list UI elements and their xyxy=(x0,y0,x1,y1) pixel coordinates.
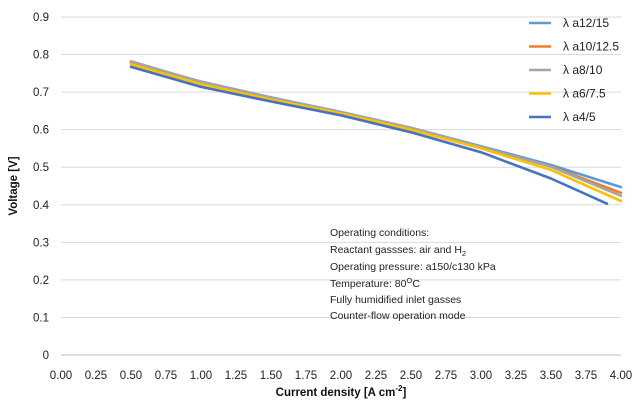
note-line-4-end: C xyxy=(412,278,420,290)
x-tick-label: 3.50 xyxy=(540,370,562,382)
note-line-5: Fully humidified inlet gasses xyxy=(330,294,461,306)
grid-lines xyxy=(61,16,621,318)
series-line-3 xyxy=(129,59,623,198)
series-line-5 xyxy=(129,65,609,205)
y-tick-labels: 0 0.1 0.2 0.3 0.4 0.5 0.6 0.7 0.8 0.9 xyxy=(33,12,50,362)
x-axis-title-end: ] xyxy=(403,387,407,399)
y-tick-label: 0.7 xyxy=(33,87,49,99)
note-line-2-subscript: 2 xyxy=(462,249,466,258)
note-line-2-main: Reactant gassses: air and H xyxy=(330,244,462,256)
x-tick-label: 0.50 xyxy=(120,370,142,382)
x-tick-label: 0.00 xyxy=(50,370,72,382)
x-tick-label: 3.00 xyxy=(470,370,492,382)
legend-label: λ a8/10 xyxy=(563,63,603,77)
x-tick-label: 1.25 xyxy=(225,370,247,382)
legend-label: λ a4/5 xyxy=(563,110,596,124)
x-axis-title-main: Current density [A cm xyxy=(276,387,396,399)
legend-label: λ a6/7.5 xyxy=(563,87,606,101)
x-tick-label: 3.25 xyxy=(505,370,527,382)
legend: λ a12/15 λ a10/12.5 λ a8/10 λ a6/7.5 λ a4/5 xyxy=(529,16,619,124)
note-line-6: Counter-flow operation mode xyxy=(330,310,466,322)
y-tick-label: 0.3 xyxy=(33,237,49,249)
y-tick-label: 0.9 xyxy=(33,12,49,24)
series-lines xyxy=(129,59,623,205)
legend-label: λ a12/15 xyxy=(563,16,609,30)
note-line-3: Operating pressure: a150/c130 kPa xyxy=(330,261,496,273)
y-tick-label: 0.4 xyxy=(33,200,50,212)
x-tick-label: 2.25 xyxy=(365,370,387,382)
note-line-1: Operating conditions: xyxy=(330,227,429,239)
y-tick-label: 0.6 xyxy=(33,125,49,137)
x-axis-title-superscript: -2 xyxy=(395,384,403,393)
series-line-4 xyxy=(129,63,623,203)
y-tick-label: 0.8 xyxy=(33,50,49,62)
y-tick-label: 0.2 xyxy=(33,275,49,287)
x-tick-label: 1.50 xyxy=(260,370,282,382)
x-axis-title: Current density [A cm-2] xyxy=(276,384,407,399)
x-tick-labels: 0.00 0.25 0.50 0.75 1.00 1.25 1.50 1.75 2.00 2.25… xyxy=(50,370,632,382)
note-line-4: Temperature: 80OC xyxy=(330,276,420,290)
x-tick-label: 4.00 xyxy=(610,370,632,382)
x-tick-label: 1.75 xyxy=(295,370,317,382)
note-line-4-superscript: O xyxy=(406,276,412,285)
y-tick-label: 0.5 xyxy=(33,162,49,174)
x-tick-label: 0.25 xyxy=(85,370,107,382)
y-tick-label: 0 xyxy=(43,350,49,362)
legend-label: λ a10/12.5 xyxy=(563,40,619,54)
x-tick-label: 0.75 xyxy=(155,370,177,382)
note-line-4-main: Temperature: 80 xyxy=(330,278,407,290)
y-tick-label: 0.1 xyxy=(33,312,49,324)
x-tick-label: 1.00 xyxy=(190,370,212,382)
x-tick-label: 2.75 xyxy=(435,370,457,382)
x-tick-label: 3.75 xyxy=(575,370,597,382)
x-tick-label: 2.00 xyxy=(330,370,352,382)
y-axis-title: Voltage [V] xyxy=(8,156,20,215)
operating-conditions-note: Operating conditions: Reactant gassses: … xyxy=(330,227,496,322)
note-line-2: Reactant gassses: air and H2 xyxy=(330,244,466,258)
x-tick-label: 2.50 xyxy=(400,370,422,382)
